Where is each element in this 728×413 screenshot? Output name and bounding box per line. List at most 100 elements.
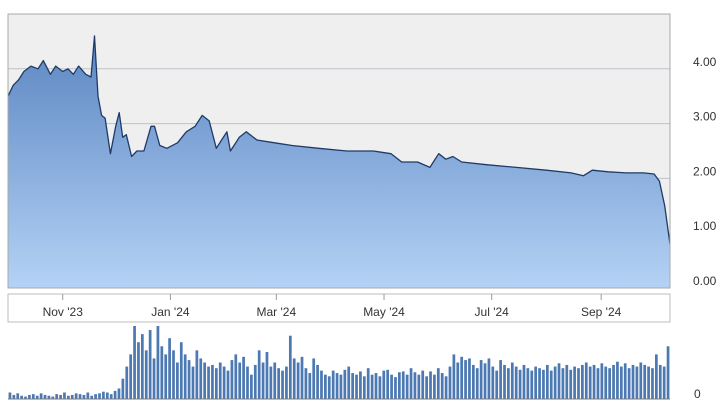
volume-bar xyxy=(549,370,553,399)
volume-bar xyxy=(561,368,565,399)
volume-bar xyxy=(164,354,168,399)
volume-bar xyxy=(257,350,261,399)
volume-bar xyxy=(277,368,281,399)
volume-bar xyxy=(47,395,51,399)
volume-bar xyxy=(464,360,467,399)
y-tick-label: 3.00 xyxy=(693,110,717,124)
volume-bar xyxy=(343,369,347,399)
volume-bar xyxy=(440,373,444,399)
volume-bar xyxy=(137,342,140,399)
price-plot-border xyxy=(7,13,671,289)
volume-bar xyxy=(86,392,90,399)
volume-bar xyxy=(183,354,187,399)
price-series-line xyxy=(7,35,671,245)
volume-bar xyxy=(304,368,308,399)
volume-bar xyxy=(542,369,545,399)
volume-bar xyxy=(74,393,78,399)
x-axis-labels: Nov '23 Jan '24 Mar '24 May '24 Jul '24 Sep '… xyxy=(43,294,622,319)
volume-bar xyxy=(59,394,62,399)
volume-bar xyxy=(35,395,39,399)
volume-bar xyxy=(394,377,397,399)
volume-bar xyxy=(109,394,113,399)
volume-bar xyxy=(503,364,506,399)
volume-bar xyxy=(156,326,160,399)
volume-bar xyxy=(596,368,600,399)
volume-bar xyxy=(421,370,425,399)
volume-bar xyxy=(43,394,47,399)
volume-bar xyxy=(471,364,475,399)
volume-bar xyxy=(51,396,55,399)
volume-bar xyxy=(370,374,374,399)
volume-bar xyxy=(425,376,428,399)
volume-bar xyxy=(148,330,152,399)
volume-bar xyxy=(140,334,144,399)
x-tick-label: May '24 xyxy=(363,305,405,319)
volume-bar xyxy=(172,350,175,399)
volume-bar xyxy=(230,360,234,399)
x-axis-band xyxy=(7,293,671,323)
volume-bar xyxy=(433,374,436,399)
volume-bar xyxy=(581,364,584,399)
volume-bar xyxy=(456,362,460,399)
volume-bar xyxy=(604,366,608,399)
volume-bar xyxy=(238,362,242,399)
volume-bar xyxy=(390,374,393,399)
volume-bar xyxy=(398,372,401,399)
volume-bar xyxy=(281,370,284,399)
volume-bar xyxy=(199,358,203,399)
volume-bar xyxy=(207,366,210,399)
volume-bar xyxy=(362,376,366,399)
volume-bar xyxy=(312,358,316,399)
volume-bar xyxy=(300,356,304,399)
volume-bar xyxy=(588,366,592,399)
volume-bar xyxy=(401,371,405,399)
volume-bar xyxy=(386,369,390,399)
volume-bar xyxy=(191,366,195,399)
volume-bar xyxy=(374,373,378,399)
volume-bar xyxy=(296,362,300,399)
volume-bar xyxy=(507,368,510,399)
volume-bar xyxy=(292,358,296,399)
x-tick-label: Mar '24 xyxy=(257,305,297,319)
volume-bar xyxy=(335,373,339,399)
volume-bar xyxy=(658,364,662,399)
volume-bar xyxy=(327,376,331,399)
volume-bar xyxy=(526,368,530,399)
y-tick-label: 0.00 xyxy=(693,274,717,288)
volume-bar xyxy=(359,371,362,399)
volume-bar xyxy=(129,354,133,399)
volume-bar xyxy=(382,370,386,399)
volume-bar xyxy=(324,374,327,399)
volume-bar xyxy=(39,393,43,399)
volume-bar xyxy=(655,354,658,399)
volume-bar xyxy=(105,392,109,399)
volume-bar xyxy=(331,370,335,399)
volume-bar xyxy=(448,366,452,399)
volume-bar xyxy=(308,373,312,399)
volume-bar xyxy=(475,368,479,399)
y-tick-label: 1.00 xyxy=(693,219,717,233)
volume-bar xyxy=(222,366,226,399)
volume-bar xyxy=(429,371,432,399)
volume-bar xyxy=(261,362,265,399)
volume-bar xyxy=(63,392,66,399)
volume-bar xyxy=(226,370,230,399)
volume-bar xyxy=(16,393,20,399)
volume-bar xyxy=(250,374,253,399)
volume-bar xyxy=(623,363,627,399)
price-y-axis-labels: 4.00 3.00 2.00 1.00 0.00 xyxy=(693,55,717,288)
x-tick-label: Nov '23 xyxy=(43,305,84,319)
volume-bar xyxy=(491,366,495,399)
volume-bar xyxy=(366,368,370,399)
volume-bar xyxy=(12,394,16,399)
volume-bar xyxy=(573,366,576,399)
volume-bar xyxy=(24,396,27,399)
volume-bar xyxy=(662,366,666,399)
volume-bar xyxy=(538,368,541,399)
volume-bar xyxy=(483,363,487,399)
volume-bar xyxy=(90,395,94,399)
volume-bar xyxy=(211,364,214,399)
volume-bar xyxy=(28,394,31,399)
volume-bar xyxy=(405,374,409,399)
volume-bar xyxy=(355,374,358,399)
